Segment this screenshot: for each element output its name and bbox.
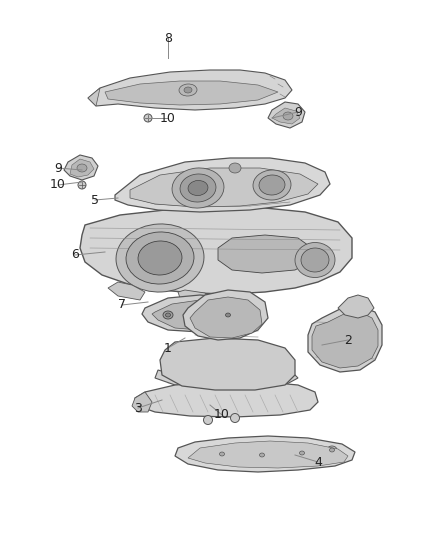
Ellipse shape xyxy=(77,164,87,172)
Polygon shape xyxy=(152,300,236,330)
Polygon shape xyxy=(338,295,374,318)
Polygon shape xyxy=(188,441,348,468)
Polygon shape xyxy=(88,88,100,106)
Ellipse shape xyxy=(297,449,307,457)
Ellipse shape xyxy=(144,114,152,122)
Polygon shape xyxy=(130,168,318,207)
Ellipse shape xyxy=(300,451,304,455)
Text: 8: 8 xyxy=(164,31,172,44)
Ellipse shape xyxy=(138,241,182,275)
Text: 2: 2 xyxy=(344,334,352,346)
Ellipse shape xyxy=(230,414,240,423)
Ellipse shape xyxy=(301,248,329,272)
Polygon shape xyxy=(175,436,355,472)
Polygon shape xyxy=(115,158,330,212)
Text: 10: 10 xyxy=(214,408,230,422)
Ellipse shape xyxy=(219,452,225,456)
Polygon shape xyxy=(108,282,145,300)
Ellipse shape xyxy=(179,84,197,96)
Ellipse shape xyxy=(253,170,291,200)
Text: 10: 10 xyxy=(160,111,176,125)
Text: 1: 1 xyxy=(164,342,172,354)
Polygon shape xyxy=(70,159,94,177)
Ellipse shape xyxy=(204,416,212,424)
Ellipse shape xyxy=(229,163,241,173)
Text: 3: 3 xyxy=(134,401,142,415)
Ellipse shape xyxy=(126,232,194,284)
Ellipse shape xyxy=(226,313,230,317)
Text: 10: 10 xyxy=(50,179,66,191)
Ellipse shape xyxy=(223,311,233,319)
Text: 7: 7 xyxy=(118,298,126,311)
Ellipse shape xyxy=(295,243,335,278)
Ellipse shape xyxy=(188,181,208,196)
Ellipse shape xyxy=(283,112,293,120)
Polygon shape xyxy=(64,155,98,180)
Polygon shape xyxy=(135,382,318,417)
Ellipse shape xyxy=(217,450,227,458)
Ellipse shape xyxy=(78,181,86,189)
Polygon shape xyxy=(183,290,268,340)
Polygon shape xyxy=(218,235,312,273)
Polygon shape xyxy=(308,306,382,372)
Text: 6: 6 xyxy=(71,248,79,262)
Polygon shape xyxy=(160,338,295,390)
Ellipse shape xyxy=(329,448,335,452)
Ellipse shape xyxy=(180,174,216,202)
Ellipse shape xyxy=(259,453,265,457)
Ellipse shape xyxy=(257,451,267,459)
Text: 9: 9 xyxy=(294,106,302,118)
Polygon shape xyxy=(178,290,210,306)
Polygon shape xyxy=(142,295,242,332)
Ellipse shape xyxy=(163,311,173,319)
Polygon shape xyxy=(132,392,152,412)
Polygon shape xyxy=(190,297,262,338)
Ellipse shape xyxy=(184,87,192,93)
Polygon shape xyxy=(80,208,352,294)
Polygon shape xyxy=(88,70,292,110)
Polygon shape xyxy=(268,102,305,128)
Text: 5: 5 xyxy=(91,193,99,206)
Ellipse shape xyxy=(327,446,337,454)
Ellipse shape xyxy=(116,224,204,292)
Ellipse shape xyxy=(259,175,285,195)
Text: 9: 9 xyxy=(54,161,62,174)
Polygon shape xyxy=(155,370,298,390)
Polygon shape xyxy=(312,312,378,368)
Text: 4: 4 xyxy=(314,456,322,469)
Polygon shape xyxy=(272,108,300,124)
Ellipse shape xyxy=(166,313,170,317)
Polygon shape xyxy=(105,81,278,105)
Ellipse shape xyxy=(172,168,224,208)
